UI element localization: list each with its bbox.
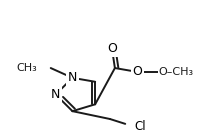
Text: N: N bbox=[51, 88, 60, 101]
Text: O–CH₃: O–CH₃ bbox=[159, 67, 194, 77]
Text: Cl: Cl bbox=[135, 120, 146, 133]
Text: N: N bbox=[51, 88, 60, 101]
Text: N: N bbox=[68, 71, 77, 84]
Text: N: N bbox=[68, 71, 77, 84]
Text: O: O bbox=[107, 42, 117, 55]
Text: O: O bbox=[133, 66, 143, 78]
Text: O: O bbox=[133, 66, 143, 78]
Text: O: O bbox=[107, 42, 117, 55]
Text: N: N bbox=[51, 88, 60, 101]
Text: O: O bbox=[107, 42, 117, 55]
Text: N: N bbox=[68, 71, 77, 84]
Text: O: O bbox=[133, 66, 143, 78]
Text: Cl: Cl bbox=[135, 120, 146, 133]
Text: Cl: Cl bbox=[135, 120, 146, 133]
Text: CH₃: CH₃ bbox=[16, 63, 37, 73]
